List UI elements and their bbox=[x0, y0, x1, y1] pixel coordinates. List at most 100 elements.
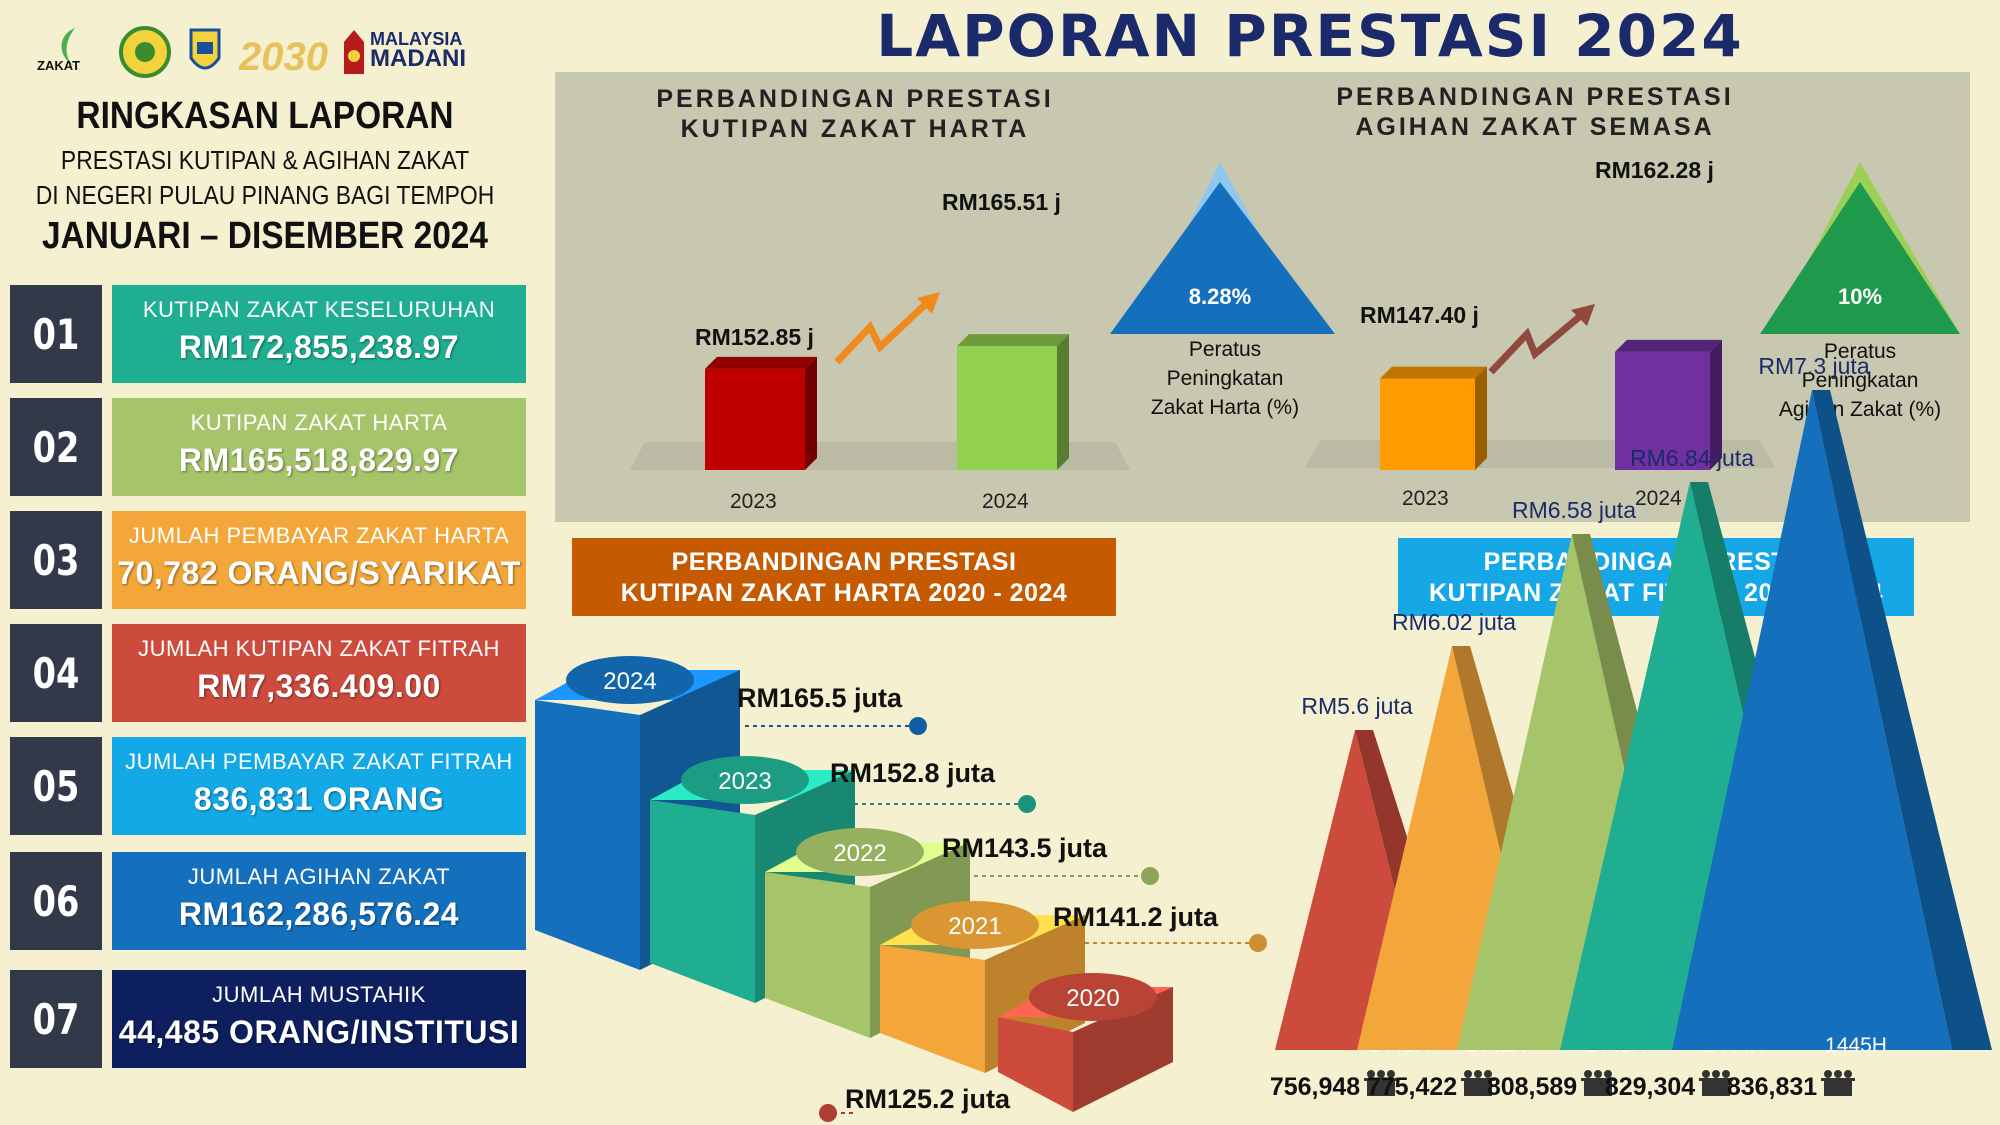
peak-payer-count: 829,304 bbox=[1605, 1073, 1695, 1101]
harta-pct-triangle bbox=[1110, 182, 1335, 334]
people-icon bbox=[1364, 1070, 1398, 1096]
step-front bbox=[535, 700, 640, 970]
peak-year-label: 1442H bbox=[1465, 1034, 1527, 1057]
comparison-panel: PERBANDINGAN PRESTASI KUTIPAN ZAKAT HART… bbox=[555, 72, 1970, 522]
bar-front bbox=[705, 368, 805, 470]
step-year-badge bbox=[681, 756, 809, 804]
step-value-label: RM141.2 juta bbox=[1053, 902, 1219, 932]
item-label: JUMLAH KUTIPAN ZAKAT FITRAH bbox=[138, 636, 500, 661]
item-value: RM172,855,238.97 bbox=[178, 329, 460, 365]
peak-year-label: 1441H bbox=[1368, 1034, 1430, 1057]
step-side bbox=[640, 670, 740, 970]
step-year-label: 2023 bbox=[718, 768, 771, 795]
harta-caption-3: Zakat Harta (%) bbox=[1150, 396, 1300, 419]
people-icon bbox=[1699, 1070, 1733, 1096]
harta-compare-title-2: KUTIPAN ZAKAT HARTA bbox=[680, 115, 1030, 143]
step-year-badge bbox=[911, 901, 1039, 949]
harta-pct-caption: Peratus Peningkatan Zakat Harta (%) bbox=[1115, 335, 1335, 422]
step-year-badge bbox=[1029, 973, 1157, 1021]
bar-top bbox=[957, 334, 1069, 347]
bar-side bbox=[1057, 334, 1069, 470]
item-card: JUMLAH KUTIPAN ZAKAT FITRAH RM7,336.409.0… bbox=[112, 624, 526, 722]
item-value: RM7,336.409.00 bbox=[197, 668, 441, 704]
malaysia-madani-logo: MALAYSIA MADANI bbox=[340, 22, 470, 82]
harta-step-2024: 2024 RM165.5 juta bbox=[535, 656, 927, 970]
agihan-growth-arrow bbox=[1488, 309, 1588, 375]
summary-item: 01 KUTIPAN ZAKAT KESELURUHAN RM172,855,23… bbox=[10, 285, 526, 383]
step-value-label: RM125.2 juta bbox=[845, 1084, 1011, 1114]
summary-item: 03 JUMLAH PEMBAYAR ZAKAT HARTA 70,782 ORA… bbox=[10, 511, 526, 609]
bar-side bbox=[1710, 339, 1722, 470]
peak-payer-count: 775,422 bbox=[1367, 1073, 1457, 1101]
zakat-logo: ZAKAT bbox=[35, 22, 105, 82]
item-number: 07 bbox=[19, 970, 93, 1068]
penang-shield-icon bbox=[185, 22, 225, 82]
harta-year-2024: 2024 bbox=[982, 490, 1029, 513]
harta-banner-line1: PERBANDINGAN PRESTASI bbox=[671, 548, 1017, 576]
fitrah-banner-line1: PERBANDINGAN PRESTASI bbox=[1483, 548, 1829, 576]
summary-item: 02 KUTIPAN ZAKAT HARTA RM165,518,829.97 bbox=[10, 398, 526, 496]
madani-emblem-icon bbox=[344, 30, 364, 74]
agihan-bar-2024 bbox=[1615, 339, 1722, 470]
summary-heading: RINGKASAN LAPORAN bbox=[76, 95, 454, 137]
agihan-compare-title-1: PERBANDINGAN PRESTASI bbox=[1336, 83, 1734, 111]
bar-side bbox=[1475, 366, 1487, 470]
harta-year-2023: 2023 bbox=[730, 490, 777, 513]
item-card: JUMLAH PEMBAYAR ZAKAT FITRAH 836,831 ORAN… bbox=[112, 737, 526, 835]
step-top bbox=[765, 842, 970, 872]
step-top bbox=[880, 915, 1085, 945]
harta-step-2023: 2023 RM152.8 juta bbox=[650, 756, 1036, 1003]
bar-front bbox=[1615, 351, 1710, 470]
agihan-caption-2: Peningkatan bbox=[1801, 369, 1919, 392]
zakat-logo-mark: ZAKAT bbox=[37, 28, 83, 73]
step-year-label: 2024 bbox=[603, 668, 656, 695]
bar-top bbox=[705, 356, 817, 369]
peak-year-label: 1445H bbox=[1825, 1034, 1887, 1057]
item-card: JUMLAH PEMBAYAR ZAKAT HARTA 70,782 ORANG/… bbox=[112, 511, 526, 609]
madani-line1: MALAYSIA bbox=[370, 29, 463, 49]
step-leader-dot bbox=[819, 1104, 837, 1122]
item-number: 01 bbox=[19, 285, 93, 383]
item-card: KUTIPAN ZAKAT HARTA RM165,518,829.97 bbox=[112, 398, 526, 496]
bar-top bbox=[1380, 366, 1487, 379]
harta-2024-label: RM165.51 j bbox=[942, 189, 1061, 215]
step-leader-dot bbox=[1018, 795, 1036, 813]
peak-side bbox=[1355, 730, 1475, 1050]
agihan-2024-label: RM162.28 j bbox=[1595, 157, 1714, 183]
agihan-caption-1: Peratus bbox=[1823, 340, 1897, 363]
peak-side bbox=[1452, 646, 1587, 1050]
harta-bar-2024 bbox=[957, 334, 1069, 470]
state-crest-icon bbox=[115, 22, 175, 82]
summary-item: 06 JUMLAH AGIHAN ZAKAT RM162,286,576.24 bbox=[10, 852, 526, 950]
step-top bbox=[535, 670, 740, 700]
item-label: JUMLAH MUSTAHIK bbox=[212, 982, 426, 1007]
harta-arrow-head-icon bbox=[917, 292, 940, 314]
harta-bar-2023 bbox=[705, 356, 817, 470]
svg-text:2030: 2030 bbox=[238, 35, 328, 79]
step-year-badge bbox=[566, 656, 694, 704]
peak-front bbox=[1275, 730, 1435, 1050]
step-front bbox=[765, 872, 870, 1038]
harta-caption-2: Peningkatan bbox=[1166, 367, 1284, 390]
peak-payer-count: 808,589 bbox=[1487, 1073, 1577, 1101]
page-title: LAPORAN PRESTASI 2024 bbox=[876, 2, 1744, 70]
agihan-compare-title: PERBANDINGAN PRESTASI AGIHAN ZAKAT SEMAS… bbox=[1315, 82, 1755, 142]
summary-item: 07 JUMLAH MUSTAHIK 44,485 ORANG/INSTITUSI bbox=[10, 970, 526, 1068]
harta-step-2020: 2020 RM125.2 juta bbox=[819, 973, 1173, 1122]
harta-banner-line2: KUTIPAN ZAKAT HARTA 2020 - 2024 bbox=[620, 579, 1068, 607]
people-icon bbox=[1821, 1070, 1855, 1096]
item-card: JUMLAH MUSTAHIK 44,485 ORANG/INSTITUSI bbox=[112, 970, 526, 1068]
step-year-badge bbox=[796, 828, 924, 876]
peak-payer-count: 756,948 bbox=[1270, 1073, 1360, 1101]
step-leader-dot bbox=[1249, 934, 1267, 952]
step-year-label: 2022 bbox=[833, 840, 886, 867]
harta-compare-title: PERBANDINGAN PRESTASI KUTIPAN ZAKAT HART… bbox=[635, 84, 1075, 144]
item-number: 02 bbox=[19, 398, 93, 496]
agihan-2023-label: RM147.40 j bbox=[1360, 302, 1479, 328]
summary-period: JANUARI – DISEMBER 2024 bbox=[41, 215, 488, 257]
item-value: RM162,286,576.24 bbox=[178, 896, 460, 932]
item-number: 06 bbox=[19, 852, 93, 950]
agihan-pct-triangle bbox=[1760, 182, 1960, 334]
fitrah-trend-banner: PERBANDINGAN PRESTASI KUTIPAN ZAKAT FITR… bbox=[1398, 538, 1914, 616]
